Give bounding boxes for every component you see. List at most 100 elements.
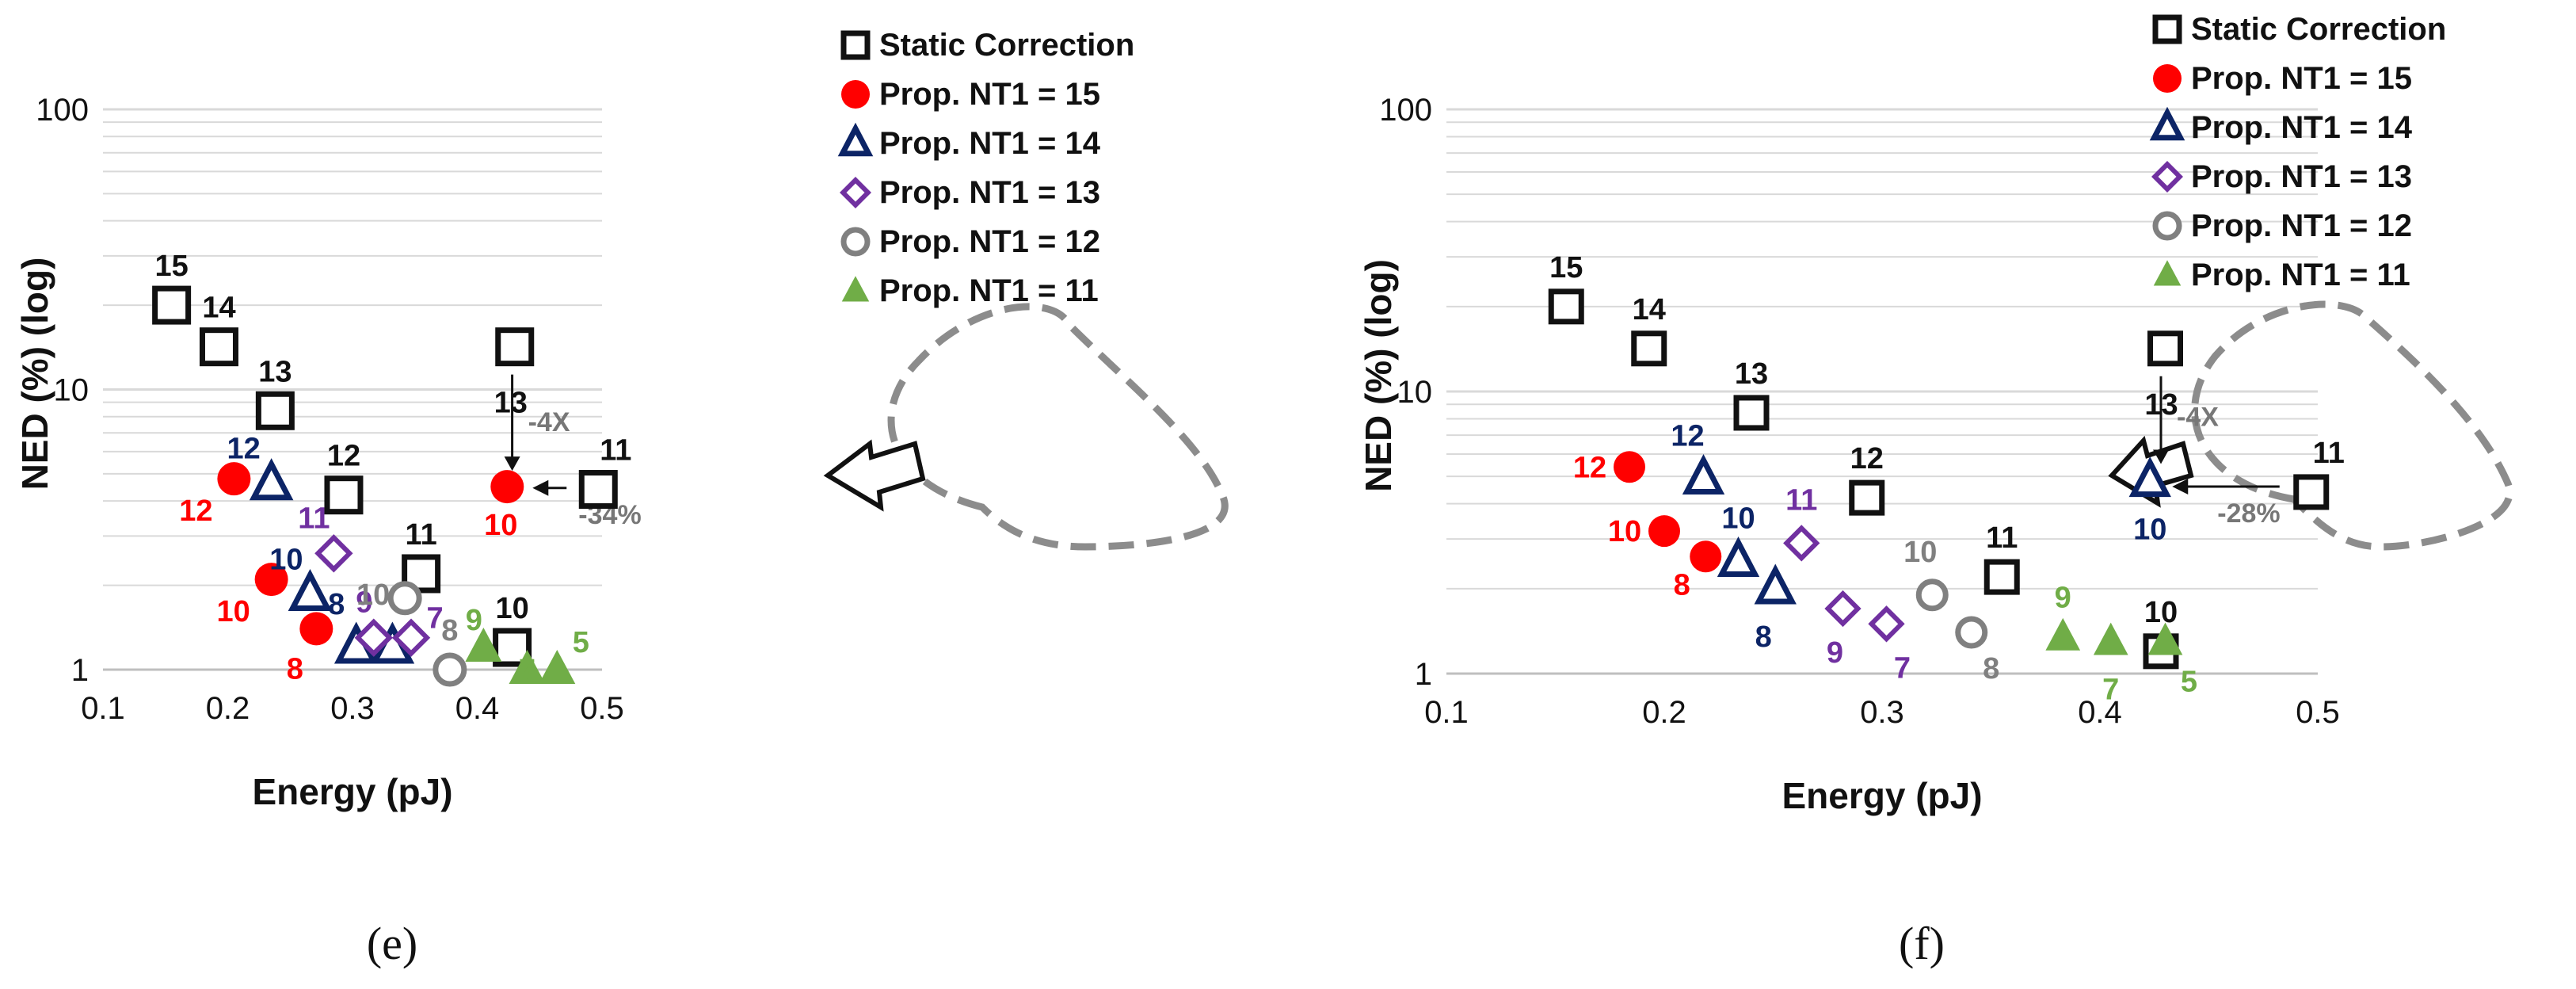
x-tick-label: 0.2	[1642, 695, 1686, 730]
point-label: 9	[356, 586, 372, 620]
legend-label: Prop. NT1 = 13	[879, 175, 1100, 210]
data-point	[249, 458, 294, 501]
data-point	[391, 618, 431, 657]
legend-marker	[840, 30, 871, 60]
legend-label: Prop. NT1 = 13	[2191, 159, 2412, 194]
annotation-4x: -4X	[2177, 402, 2219, 432]
left-arrow-icon	[823, 439, 926, 512]
data-point	[314, 534, 353, 573]
series-prop-nt1-11: 9 7 5	[465, 604, 589, 687]
point-label: 8	[287, 652, 303, 685]
chart-root: 0.1 0.2 0.3 0.4 0.5 1 10 100 Energy (pJ) NED (%) …	[1358, 12, 2513, 969]
point-label: 8	[1755, 621, 1772, 654]
point-label: 9	[1827, 636, 1843, 670]
point-label: 13	[494, 387, 528, 420]
point-label: 7	[519, 654, 535, 687]
point-label: 13	[2144, 388, 2178, 422]
gridlines	[1446, 108, 2318, 675]
y-tick-label: 10	[1397, 375, 1433, 410]
point-label: 12	[1850, 442, 1884, 475]
down-arrowhead	[2153, 449, 2169, 464]
legend-marker	[840, 177, 871, 208]
data-point	[1733, 395, 1770, 431]
legend-label: Prop. NT1 = 14	[2191, 110, 2413, 145]
data-point	[578, 470, 618, 510]
legend-marker	[2152, 211, 2182, 241]
data-point	[152, 285, 192, 325]
point-label: 12	[1671, 419, 1704, 452]
point-label: 10	[1903, 536, 1937, 569]
x-tick-label: 0.3	[330, 691, 375, 726]
x-tick-label: 0.5	[580, 691, 624, 726]
legend-marker	[2149, 106, 2185, 141]
x-axis-title: Energy (pJ)	[252, 771, 452, 812]
data-point	[1983, 559, 2020, 595]
data-point	[387, 581, 422, 616]
legend-label: Prop. NT1 = 11	[879, 273, 1099, 308]
point-label: 7	[2102, 673, 2119, 706]
data-point	[539, 650, 576, 684]
series-prop-nt1-11: 9 7 5	[2045, 582, 2197, 706]
chart-e-svg: 0.1 0.2 0.3 0.4 0.5 1 10 100 Energy (pJ) NED (%) …	[14, 28, 1229, 969]
point-label: 10	[216, 595, 250, 628]
data-point	[1648, 515, 1680, 548]
dashed-highlight-outline	[887, 303, 1229, 551]
legend-marker	[2152, 14, 2182, 44]
legend-marker	[2151, 161, 2183, 193]
legend: Static Correction Prop. NT1 = 15 Prop. NT1…	[2149, 12, 2446, 292]
annotation-28pct: -28%	[2217, 498, 2280, 529]
data-point	[1849, 479, 1885, 516]
data-point	[1548, 288, 1584, 325]
x-tick-label: 0.2	[206, 691, 250, 726]
point-label: 14	[202, 292, 235, 325]
legend-label: Prop. NT1 = 15	[879, 77, 1100, 112]
data-point	[2128, 456, 2171, 498]
point-label: 10	[1721, 502, 1755, 535]
point-label: 10	[1608, 515, 1641, 548]
x-tick-label: 0.4	[2078, 695, 2122, 730]
data-point	[299, 612, 333, 646]
point-label: 12	[1573, 451, 1606, 484]
data-point	[495, 327, 535, 367]
legend-marker	[2153, 260, 2182, 286]
point-label: 13	[1735, 357, 1768, 391]
data-point	[324, 475, 364, 515]
down-arrowhead	[504, 456, 520, 472]
legend: Static Correction Prop. NT1 = 15 Prop. NT1…	[837, 28, 1134, 308]
point-label: 11	[298, 502, 330, 535]
x-tick-label: 0.5	[2296, 695, 2340, 730]
point-label: 15	[1549, 251, 1583, 284]
legend-marker	[837, 122, 874, 157]
data-point	[1631, 330, 1667, 367]
annotation-4x: -4X	[528, 407, 570, 437]
data-point	[2147, 330, 2183, 367]
data-point	[509, 650, 546, 684]
legend-label: Prop. NT1 = 15	[2191, 61, 2412, 96]
legend-marker	[840, 227, 871, 257]
x-axis-title: Energy (pJ)	[1781, 775, 1982, 816]
data-point	[2093, 622, 2128, 655]
point-label: 10	[2133, 513, 2166, 546]
y-axis-title: NED (%) (log)	[14, 258, 55, 491]
left-arrowhead	[532, 479, 549, 496]
chart-panel-f: 0.1 0.2 0.3 0.4 0.5 1 10 100 Energy (pJ) NED (%) …	[1288, 0, 2555, 989]
point-label: 11	[1986, 521, 2018, 555]
panel-caption: (f)	[1899, 918, 1945, 969]
series-prop-nt1-12: 10 8	[1903, 536, 1999, 685]
left-arrowhead	[2172, 479, 2189, 495]
series-static-correction: 15 14 13 12 11 13 11 10	[152, 250, 631, 667]
x-tick-label: 0.1	[1424, 695, 1469, 730]
point-label: 8	[441, 614, 458, 647]
point-label: 8	[1674, 568, 1690, 601]
data-point	[1824, 590, 1862, 628]
y-tick-label: 100	[1379, 93, 1432, 128]
chart-f-svg: 0.1 0.2 0.3 0.4 0.5 1 10 100 Energy (pJ) NED (%) …	[1358, 12, 2513, 969]
data-point	[433, 652, 467, 687]
legend-marker	[841, 80, 870, 109]
point-label: 10	[2144, 596, 2178, 629]
y-tick-label: 100	[36, 93, 89, 128]
y-tick-label: 1	[1415, 657, 1432, 692]
series-prop-nt1-12: 10 8	[356, 579, 467, 687]
point-label: 12	[327, 440, 360, 473]
point-label: 9	[2055, 582, 2071, 615]
